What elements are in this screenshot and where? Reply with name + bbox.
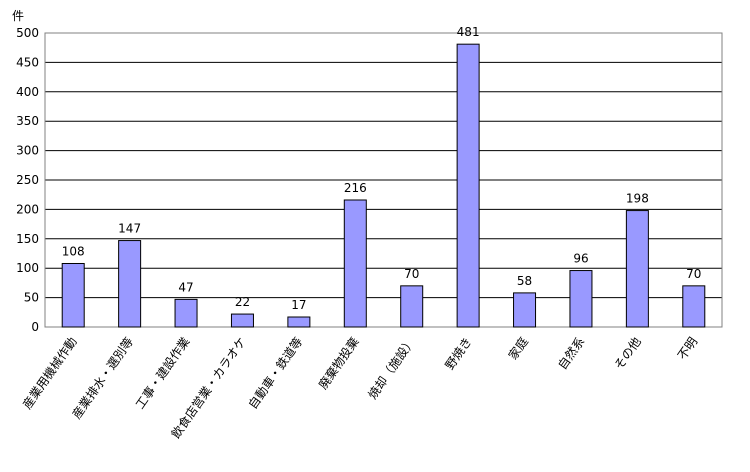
x-tick-label: その他 <box>612 335 644 373</box>
x-tick-label: 野焼き <box>442 335 474 373</box>
y-tick-label: 250 <box>16 173 39 187</box>
x-tick-label: 家庭 <box>505 334 531 362</box>
value-label: 58 <box>517 274 532 288</box>
x-tick-label: 廃棄物投棄 <box>315 334 362 392</box>
value-label: 108 <box>62 244 85 258</box>
bar <box>174 298 198 328</box>
y-tick-label: 350 <box>16 114 39 128</box>
y-tick-label: 400 <box>16 85 39 99</box>
x-tick-label: 産業排水・選別等 <box>69 334 136 421</box>
bar <box>343 199 367 328</box>
x-tick-label: 不明 <box>675 335 700 363</box>
value-label: 17 <box>291 298 306 312</box>
y-tick-label: 100 <box>16 261 39 275</box>
value-label: 481 <box>457 25 480 39</box>
bar <box>456 43 480 328</box>
value-label: 96 <box>573 252 588 266</box>
bar <box>513 292 537 328</box>
bar <box>118 240 142 328</box>
value-label: 70 <box>404 267 419 281</box>
bar <box>230 313 254 328</box>
value-label: 216 <box>344 181 367 195</box>
x-tick-label: 自然系 <box>554 334 587 372</box>
bar <box>61 262 85 328</box>
x-tick-label: 自動車・鉄道等 <box>245 334 305 411</box>
value-label: 198 <box>626 192 649 206</box>
bar <box>569 270 593 328</box>
bar <box>287 316 311 328</box>
bar <box>400 285 424 328</box>
x-tick-label: 工事・建設作業 <box>132 334 192 411</box>
bar <box>625 210 649 328</box>
y-tick-label: 0 <box>31 320 39 334</box>
y-tick-label: 200 <box>16 202 39 216</box>
y-axis-label: 件 <box>12 9 24 23</box>
x-tick-label: 焼却（施設） <box>365 334 419 402</box>
plot-frame <box>44 32 723 328</box>
y-tick-label: 150 <box>16 232 39 246</box>
bar <box>682 285 706 328</box>
value-label: 22 <box>235 295 250 309</box>
y-tick-label: 500 <box>16 26 39 40</box>
value-label: 70 <box>686 267 701 281</box>
x-tick-label: 産業用機械作動 <box>19 334 79 411</box>
y-tick-label: 450 <box>16 55 39 69</box>
y-tick-label: 50 <box>24 291 39 305</box>
y-tick-label: 300 <box>16 144 39 158</box>
value-label: 147 <box>118 222 141 236</box>
value-label: 47 <box>178 280 193 294</box>
